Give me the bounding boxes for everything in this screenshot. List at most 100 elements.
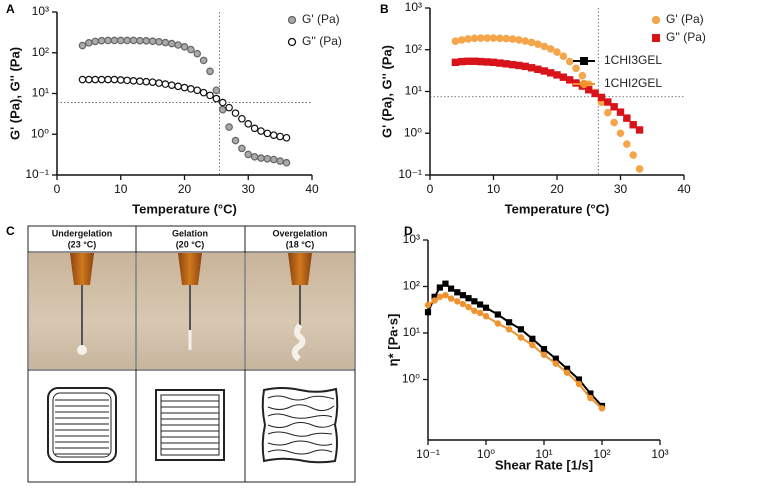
marker (142, 77, 151, 86)
marker (442, 292, 449, 299)
y-tick-label: 10¹ (405, 84, 422, 98)
marker (187, 45, 195, 54)
marker (442, 280, 449, 287)
marker (244, 120, 253, 128)
marker (603, 108, 612, 117)
chart: A 10⁻¹ 10⁰ 10¹ 10² 10³ 0 10 20 30 40 Temperature (°… (6, 2, 342, 216)
marker (505, 326, 513, 333)
marker (276, 132, 284, 141)
legend-marker (652, 34, 660, 42)
marker (465, 295, 472, 302)
marker (597, 93, 606, 102)
marker (591, 89, 599, 98)
marker (212, 94, 221, 103)
marker (517, 326, 525, 333)
marker (129, 76, 138, 85)
y-axis-label: G' (Pa), G'' (Pa) (7, 47, 22, 140)
panel-label: D (404, 224, 413, 238)
marker (459, 300, 467, 308)
frame (27, 225, 356, 483)
marker (464, 57, 472, 65)
marker (136, 77, 144, 86)
marker (515, 36, 523, 44)
marker (85, 75, 93, 84)
marker (231, 109, 240, 117)
marker (476, 34, 485, 42)
marker (116, 36, 125, 45)
marker (559, 52, 568, 61)
y-tick-label: 10⁰ (402, 372, 420, 386)
marker (527, 38, 536, 47)
marker (174, 82, 182, 91)
legend-marker (287, 37, 297, 47)
marker (465, 303, 472, 311)
x-tick-label: 30 (614, 182, 628, 196)
y-tick-label: 10² (403, 279, 420, 293)
y-tick-label: 10³ (32, 4, 49, 18)
photo (246, 253, 354, 369)
panel-label: B (380, 2, 389, 16)
marker (225, 103, 233, 112)
marker (489, 34, 498, 42)
marker (155, 37, 163, 46)
marker (629, 121, 637, 129)
marker (199, 88, 208, 97)
marker (174, 41, 182, 49)
marker (161, 38, 170, 47)
panel-label: C (6, 224, 15, 238)
marker (257, 127, 265, 135)
marker (269, 155, 278, 164)
marker (454, 298, 461, 305)
marker (578, 71, 587, 80)
x-tick-label: 10¹ (535, 447, 552, 461)
marker (470, 57, 479, 65)
marker (540, 346, 548, 353)
column-title: Gelation (172, 228, 208, 238)
marker (123, 36, 131, 45)
print-pattern (155, 389, 225, 461)
y-tick-label: 10³ (405, 0, 422, 14)
marker (572, 79, 580, 87)
marker (515, 61, 523, 70)
column-temp: (20 °C) (176, 239, 205, 249)
marker (598, 405, 606, 412)
marker (161, 80, 170, 88)
marker (553, 48, 561, 56)
marker (610, 118, 618, 127)
marker (91, 37, 100, 46)
marker (565, 57, 574, 66)
marker (199, 56, 208, 65)
legend-label: G'' (Pa) (666, 30, 706, 44)
marker (552, 360, 560, 367)
marker (276, 157, 284, 165)
marker (496, 34, 504, 43)
marker (553, 71, 561, 79)
marker (483, 58, 491, 66)
marker (623, 114, 631, 122)
marker (250, 124, 259, 133)
x-tick-label: 10² (593, 447, 610, 461)
marker (431, 297, 438, 304)
marker (458, 57, 466, 66)
marker (529, 335, 536, 342)
chart: D 10⁰ 10¹ 10² 10³ 10⁻¹ 10⁰ 10¹ 10² 10³ Shear Rate … (385, 53, 668, 472)
x-tick-label: 10 (114, 182, 128, 196)
legend-marker (580, 57, 588, 65)
marker (116, 76, 125, 84)
legend-label: 1CHI2GEL (604, 76, 662, 90)
marker (250, 152, 259, 161)
y-tick-label: 10² (405, 42, 422, 56)
print-pattern (261, 387, 339, 464)
y-axis-label: G' (Pa), G'' (Pa) (379, 45, 394, 138)
x-tick-label: 10³ (651, 447, 668, 461)
marker (494, 320, 502, 327)
y-axis-label: η* [Pa·s] (385, 314, 400, 367)
marker (206, 67, 214, 76)
series-line (427, 294, 603, 410)
marker (269, 131, 278, 139)
marker (483, 34, 491, 42)
marker (623, 140, 631, 148)
photo (137, 253, 244, 369)
marker (572, 64, 580, 73)
